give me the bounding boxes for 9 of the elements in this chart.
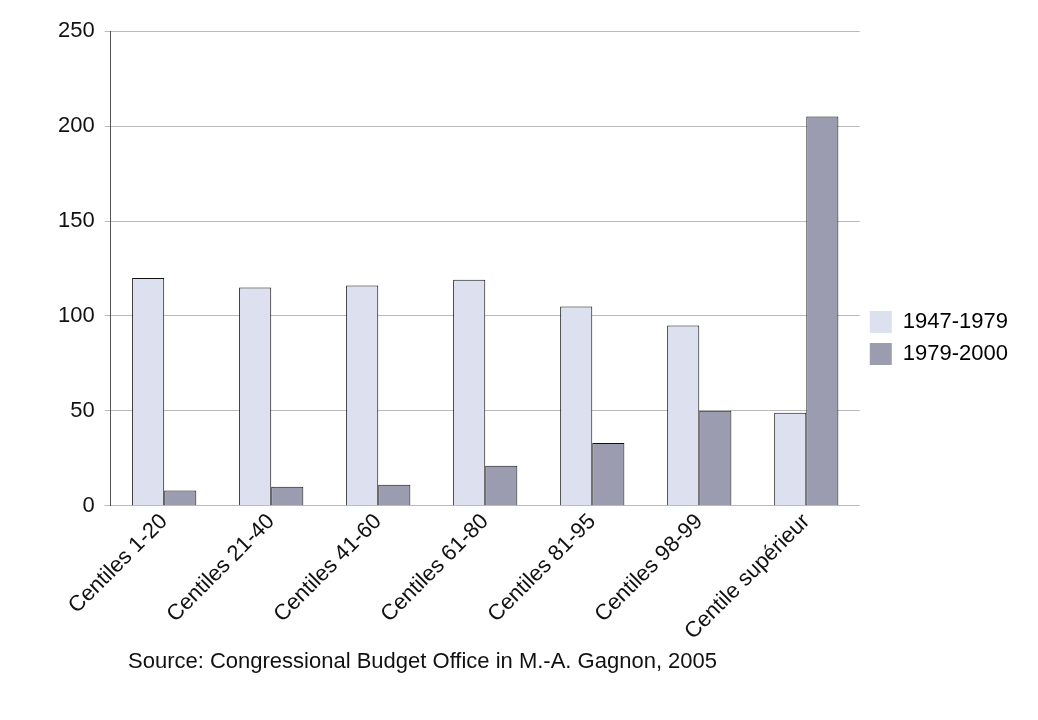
source-note: Source: Congressional Budget Office in M.-A. Gagnon, 2005 (128, 648, 719, 674)
y-tick-label: 250 (57, 17, 95, 43)
y-tick-label: 150 (57, 207, 95, 233)
y-tick-label: 100 (57, 301, 95, 327)
legend-label: 1947-1979 (902, 308, 1009, 334)
y-tick-label: 50 (70, 396, 95, 422)
legend-label: 1979-2000 (902, 340, 1009, 366)
y-tick-label: 0 (82, 491, 95, 517)
y-tick-label: 200 (57, 112, 95, 138)
